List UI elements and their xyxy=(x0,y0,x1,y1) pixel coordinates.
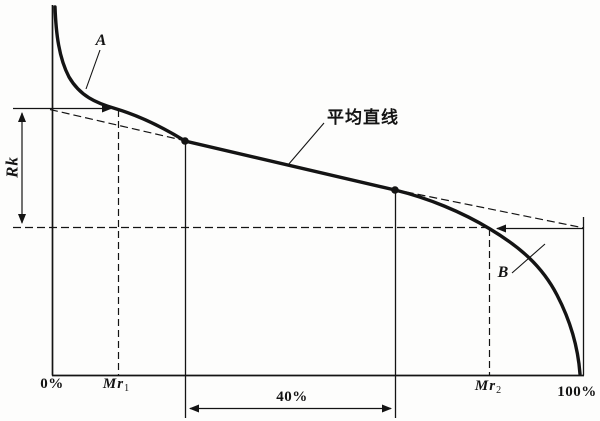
mr2-base: Mr xyxy=(474,378,497,394)
mr2-label: Mr2 xyxy=(475,379,501,396)
mean-line-extension-right xyxy=(393,188,585,229)
rk-label: Rk xyxy=(2,156,22,178)
leader-line-mean xyxy=(287,122,325,166)
zone-b-label: B xyxy=(497,264,509,281)
mr1-base: Mr xyxy=(102,376,125,392)
mr1-subscript: 1 xyxy=(124,383,130,394)
mean-line-label: 平均直线 xyxy=(327,108,399,127)
leader-line-a xyxy=(85,49,101,90)
x-tick-100pct: 100% xyxy=(557,384,597,400)
bearing-area-curve xyxy=(53,5,582,376)
x-tick-0pct: 0% xyxy=(40,376,64,392)
fit-point-right-dot xyxy=(391,186,399,194)
mr2-subscript: 2 xyxy=(496,385,502,396)
span-40pct-label: 40% xyxy=(276,389,308,405)
mr1-label: Mr1 xyxy=(103,377,129,394)
fit-point-left-dot xyxy=(181,137,189,145)
leader-line-b xyxy=(511,243,546,274)
zone-a-label: A xyxy=(95,32,107,49)
